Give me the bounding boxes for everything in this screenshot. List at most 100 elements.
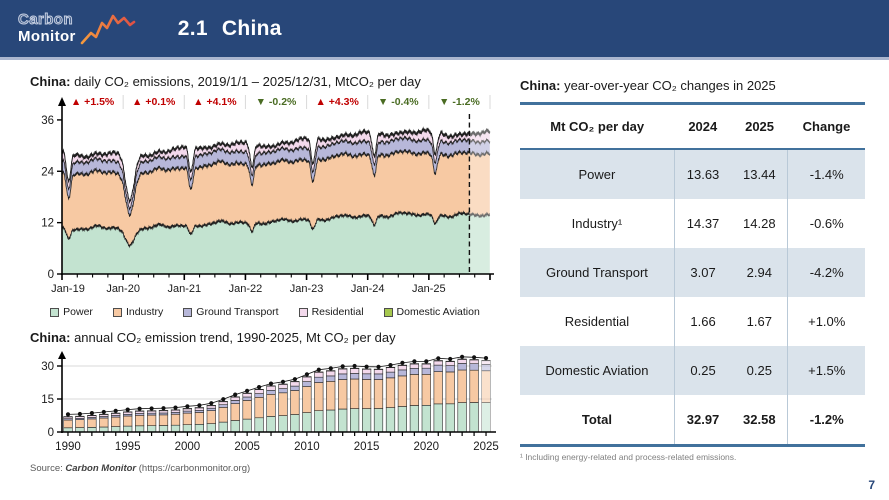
svg-text:2005: 2005 xyxy=(234,441,260,453)
cell-change: -1.2% xyxy=(809,412,844,427)
legend-swatch xyxy=(183,307,193,317)
table-row: Domestic Aviation 0.25 0.25 +1.5% xyxy=(520,346,865,395)
yoy-annotation-2023: ▲ +4.3% xyxy=(315,96,359,108)
legend-swatch xyxy=(383,307,393,317)
svg-text:0: 0 xyxy=(48,269,54,281)
cell-2025: 32.58 xyxy=(731,395,789,446)
forecast-fade xyxy=(469,110,490,274)
svg-text:Jan-23: Jan-23 xyxy=(290,283,324,295)
legend-swatch xyxy=(112,307,122,317)
table-title-bold: China: xyxy=(520,78,561,93)
yoy-annotation-2024: ▼ -0.4% xyxy=(378,96,419,108)
source-attribution: Source: Carbon Monitor (https://carbonmo… xyxy=(30,463,500,474)
source-url: (https://carbonmonitor.org) xyxy=(136,463,251,474)
yoy-annotation-2022: ▼ -0.2% xyxy=(256,96,297,108)
legend-label: Ground Transport xyxy=(196,306,279,318)
cell-2024: 0.25 xyxy=(690,363,716,378)
svg-text:0: 0 xyxy=(48,427,54,439)
section-title: China xyxy=(221,16,282,40)
yoy-changes-table: Mt CO₂ per day 2024 2025 Change Power 13.… xyxy=(520,102,865,447)
annual-chart-title: China: annual CO₂ emission trend, 1990-2… xyxy=(30,330,500,345)
legend-label: Residential xyxy=(311,306,364,318)
cell-2024: 14.37 xyxy=(686,216,720,231)
row-label: Ground Transport xyxy=(520,248,675,297)
daily-emissions-stacked-area-chart: ▲ +1.5% ▲ +0.1% ▲ +4.1% ▼ -0.2% ▲ +4.3% ▼ -0.… xyxy=(41,95,494,295)
svg-text:Jan-21: Jan-21 xyxy=(167,283,201,295)
cell-change: -0.6% xyxy=(809,216,844,231)
daily-chart-title: China: daily CO₂ emissions, 2019/1/1 – 2… xyxy=(30,74,500,89)
svg-text:Jan-25: Jan-25 xyxy=(412,283,446,295)
svg-text:15: 15 xyxy=(41,394,54,406)
row-label: Power xyxy=(520,149,675,199)
legend-label: Power xyxy=(63,306,93,318)
table-title-rest: year-over-year CO₂ changes in 2025 xyxy=(560,78,776,93)
row-label: Residential xyxy=(520,297,675,346)
yoy-table-panel: China: year-over-year CO₂ changes in 202… xyxy=(520,78,865,471)
cell-2024: 3.07 xyxy=(690,265,716,280)
svg-text:Jan-24: Jan-24 xyxy=(351,283,385,295)
legend-item-residential: Residential xyxy=(298,306,364,318)
cell-2025: 14.28 xyxy=(731,199,789,248)
area-industry xyxy=(62,149,490,247)
section-number: 2.1 xyxy=(177,16,208,40)
col-header-change: Change xyxy=(787,103,865,150)
legend-item-power: Power xyxy=(50,306,93,318)
legend-swatch xyxy=(50,307,60,317)
cell-2024: 32.97 xyxy=(686,412,720,427)
svg-text:1990: 1990 xyxy=(55,441,81,453)
page-title: 2.1 China xyxy=(178,17,282,41)
annual-trend-stacked-bar-chart: 0 15 30 1990 1995 2000 2005 2010 2015 2020 2025 xyxy=(41,351,499,453)
legend-item-industry: Industry xyxy=(112,306,164,318)
legend-item-ground-transport: Ground Transport xyxy=(183,306,279,318)
daily-chart-title-bold: China: xyxy=(30,74,71,89)
row-label: Domestic Aviation xyxy=(520,346,675,395)
carbon-monitor-logo: Carbon Monitor xyxy=(18,11,136,46)
table-row: Ground Transport 3.07 2.94 -4.2% xyxy=(520,248,865,297)
source-prefix: Source: xyxy=(30,463,66,474)
page-number: 7 xyxy=(868,478,875,492)
annual-chart-title-rest: annual CO₂ emission trend, 1990-2025, Mt… xyxy=(70,330,396,345)
cell-2025: 2.94 xyxy=(731,248,789,297)
cell-2025: 13.44 xyxy=(731,149,789,199)
yoy-annotation-2021: ▲ +4.1% xyxy=(193,96,237,108)
legend-item-domestic-aviation: Domestic Aviation xyxy=(383,306,480,318)
col-header-metric: Mt CO₂ per day xyxy=(520,103,675,150)
logo-word-carbon: Carbon xyxy=(18,11,73,28)
cell-change: -4.2% xyxy=(809,265,844,280)
header-bar: Carbon Monitor 2.1 China xyxy=(0,0,889,60)
source-name: Carbon Monitor xyxy=(65,463,137,474)
table-footnote: ¹ Including energy-related and process-r… xyxy=(520,452,737,462)
svg-text:2020: 2020 xyxy=(414,441,440,453)
yoy-annotation-2025: ▼ -1.2% xyxy=(439,96,480,108)
svg-text:24: 24 xyxy=(41,166,54,178)
charts-column: China: daily CO₂ emissions, 2019/1/1 – 2… xyxy=(30,74,500,484)
legend-swatch xyxy=(298,307,308,317)
legend-label: Domestic Aviation xyxy=(396,306,480,318)
cell-change: +1.0% xyxy=(808,314,846,329)
logo-word-monitor: Monitor xyxy=(18,27,76,45)
table-row-total: Total 32.97 32.58 -1.2% xyxy=(520,395,865,446)
cell-2025: 1.67 xyxy=(731,297,789,346)
logo-text: Carbon Monitor xyxy=(18,11,76,45)
svg-text:2000: 2000 xyxy=(175,441,201,453)
daily-chart-title-rest: daily CO₂ emissions, 2019/1/1 – 2025/12/… xyxy=(70,74,421,89)
table-header: Mt CO₂ per day 2024 2025 Change xyxy=(520,103,865,150)
legend-label: Industry xyxy=(125,306,164,318)
svg-text:1995: 1995 xyxy=(115,441,141,453)
svg-text:Jan-22: Jan-22 xyxy=(229,283,263,295)
cell-change: -1.4% xyxy=(809,167,844,182)
table-row: Residential 1.66 1.67 +1.0% xyxy=(520,297,865,346)
svg-text:Jan-20: Jan-20 xyxy=(106,283,140,295)
cell-2024: 1.66 xyxy=(690,314,716,329)
cell-2024: 13.63 xyxy=(686,167,720,182)
row-label: Total xyxy=(520,395,675,446)
yoy-annotation-2020: ▲ +0.1% xyxy=(132,96,176,108)
svg-text:30: 30 xyxy=(41,361,54,373)
col-header-2024: 2024 xyxy=(674,103,732,150)
svg-text:36: 36 xyxy=(41,115,54,127)
svg-text:2025: 2025 xyxy=(473,441,499,453)
logo-line-chart-icon xyxy=(80,14,136,44)
row-label: Industry¹ xyxy=(520,199,675,248)
svg-text:2015: 2015 xyxy=(354,441,380,453)
chart-legend: Power Industry Ground Transport Residential… xyxy=(30,306,500,318)
